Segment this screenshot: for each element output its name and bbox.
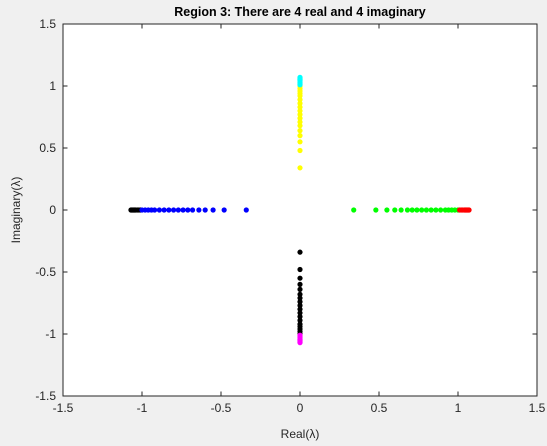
data-point [152,207,158,213]
y-tick-label: 0.5 [39,141,56,155]
data-point [419,207,425,213]
data-point [297,299,303,305]
data-point [414,207,420,213]
data-point [297,275,303,281]
data-point [297,74,303,80]
data-point [351,207,357,213]
chart-title: Region 3: There are 4 real and 4 imagina… [174,5,426,19]
data-point [297,317,303,323]
data-point [384,207,390,213]
data-point [221,207,227,213]
data-point [202,207,208,213]
data-point [297,104,303,110]
data-point [398,207,404,213]
data-point [297,340,303,346]
data-point [423,207,429,213]
x-tick-label: -1 [137,401,148,415]
data-point [189,207,196,213]
axes-box [62,23,538,397]
data-point [297,165,303,171]
data-point [297,128,303,134]
data-point [185,207,191,213]
data-point [373,207,379,213]
y-axis-label: Imaginary(λ) [9,177,23,244]
data-point [297,133,303,139]
x-tick-label: 1 [455,401,462,415]
data-point [297,302,303,309]
data-point [297,97,303,103]
data-point [297,147,303,154]
data-point [166,207,172,213]
data-point [297,291,303,297]
data-point [175,207,181,213]
data-point [196,207,202,213]
data-point [297,295,303,301]
data-point [433,207,439,213]
data-point [466,207,472,213]
data-point [210,207,216,213]
tick-labels: -1.5 -1 -0.5 0 0.5 1 1.5 -1.5 -1 -0.5 0 0.5 1 1.5 [35,17,545,415]
x-axis-label: Real(λ) [281,427,320,441]
data-point [297,139,303,145]
data-point [297,249,303,255]
data-point [297,266,303,273]
data-point [297,115,303,121]
y-tick-label: -1.5 [35,389,56,403]
data-point [297,111,303,118]
data-point [297,286,303,292]
data-point [297,119,303,125]
y-tick-label: 0 [49,203,56,217]
data-point [297,108,303,114]
data-point [297,314,303,320]
x-tick-label: 0.5 [371,401,388,415]
y-tick-label: 1 [49,79,56,93]
data-point [171,207,177,213]
data-point [404,207,411,213]
data-point [156,207,162,213]
data-point [161,207,167,213]
tick-marks [62,23,538,397]
x-tick-label: 1.5 [529,401,546,415]
data-point [297,123,303,129]
data-point [392,207,398,213]
y-tick-label: 1.5 [39,17,56,31]
data-point [180,207,186,213]
data-point [243,207,249,213]
data-point [409,207,415,213]
data-point [297,310,303,316]
data-point [297,100,303,106]
data-point [428,207,434,213]
y-tick-label: -1 [45,327,56,341]
data-point [297,306,303,312]
x-tick-label: 0 [297,401,304,415]
data-point [297,281,303,287]
x-tick-label: -0.5 [211,401,232,415]
x-tick-label: -1.5 [53,401,74,415]
data-point [438,207,444,213]
data-points [128,74,472,346]
y-tick-label: -0.5 [35,265,56,279]
